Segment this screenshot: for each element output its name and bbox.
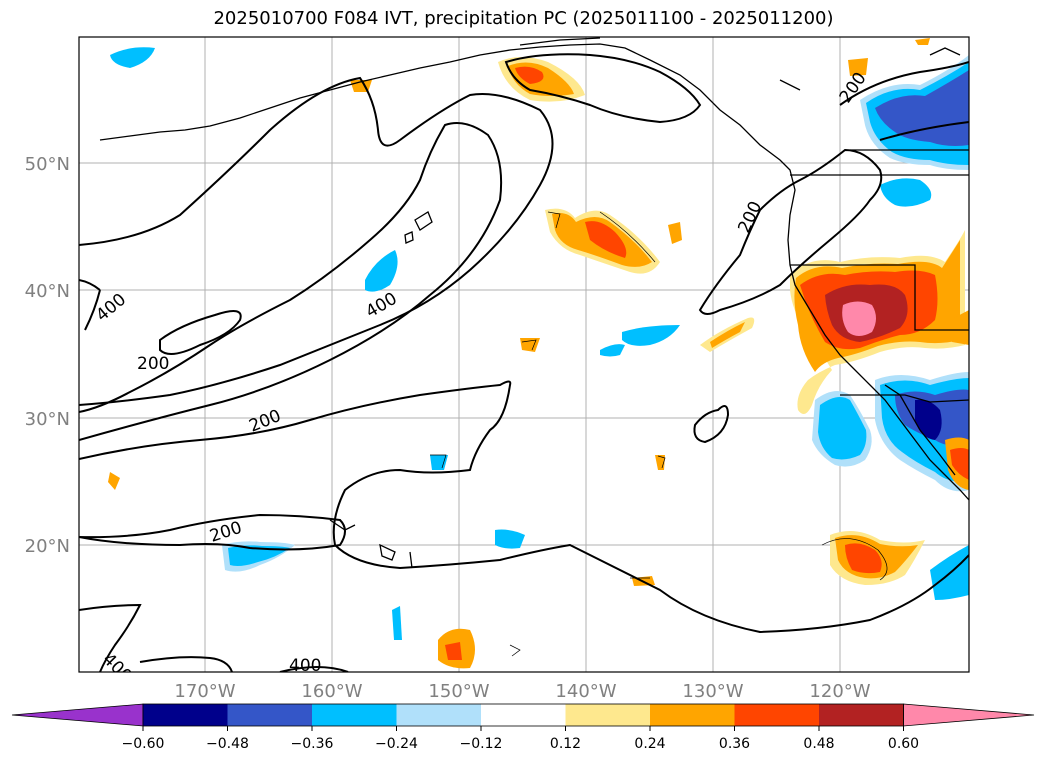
colorbar-segment [481,704,566,726]
colorbar-tick-label: −0.60 [122,736,165,752]
colorbar-segment [650,704,735,726]
contour-label: 400 [289,656,321,676]
lat-label-30n: 30°N [25,409,70,430]
colorbar-tick-label: 0.48 [803,736,834,752]
longitude-labels: 170°W 160°W 150°W 140°W 130°W 120°W [174,681,870,702]
colorbar-segment [312,704,397,726]
lon-label-130w: 130°W [682,681,743,702]
colorbar-segment [565,704,651,726]
lat-label-50n: 50°N [25,154,70,175]
colorbar-extend-min [11,703,144,727]
map-frame [78,36,970,673]
latitude-labels: 50°N 40°N 30°N 20°N [25,154,70,557]
map-panel: 400 200 400 200 200 200 200 400 400 [79,37,969,676]
colorbar-tick-label: 0.12 [550,736,581,752]
contour-label: 200 [137,354,169,374]
colorbar-outline [142,703,904,727]
map-title: 2025010700 F084 IVT, precipitation PC (2… [213,8,834,29]
colorbar-tick-label: 0.60 [888,736,919,752]
colorbar-tick-label: −0.12 [460,736,503,752]
graticule [79,37,969,672]
colorbar-segment [143,704,228,726]
ivt-contours [79,53,969,672]
colorbar-ticks: −0.60 −0.48 −0.36 −0.24 −0.12 0.12 0.24 0.36 0.4… [122,726,919,752]
colorbar-segment [734,704,820,726]
coastlines [99,37,969,569]
lon-label-160w: 160°W [301,681,362,702]
colorbar-segment [396,704,482,726]
colorbar-tick-label: 0.24 [634,736,665,752]
anomaly-edges [430,211,888,657]
lon-label-150w: 150°W [428,681,489,702]
lat-label-40n: 40°N [25,281,70,302]
colorbar-extend-max [903,703,1035,727]
colorbar-segment [227,704,313,726]
lat-label-20n: 20°N [25,536,70,557]
colorbar-tick-label: −0.48 [206,736,249,752]
lon-label-140w: 140°W [555,681,616,702]
lon-label-120w: 120°W [809,681,870,702]
colorbar-tick-label: 0.36 [719,736,750,752]
lon-label-170w: 170°W [174,681,235,702]
colorbar [11,703,1035,727]
colorbar-tick-label: −0.36 [291,736,334,752]
colorbar-segment [819,704,904,726]
colorbar-tick-label: −0.24 [375,736,418,752]
